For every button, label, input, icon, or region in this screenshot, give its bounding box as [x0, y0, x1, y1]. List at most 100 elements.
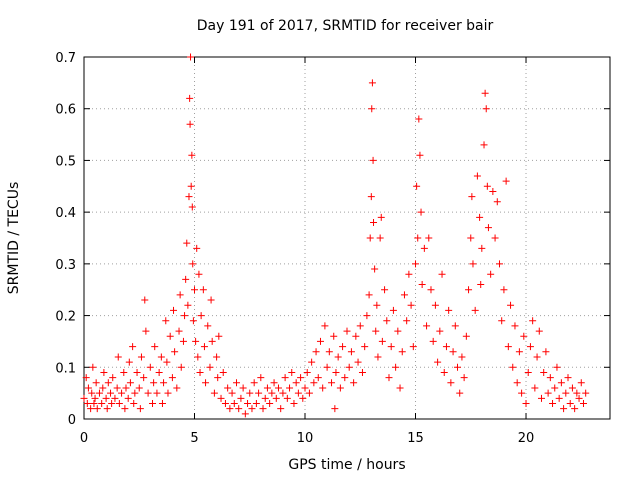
data-point [529, 317, 537, 325]
data-point [157, 353, 165, 361]
data-point [394, 327, 402, 335]
data-point [248, 405, 256, 413]
data-point [261, 394, 269, 402]
data-point [374, 353, 382, 361]
data-point [100, 368, 108, 376]
data-point [186, 120, 194, 128]
data-point [502, 177, 510, 185]
y-tick-label: 0.5 [55, 154, 76, 169]
data-point [405, 270, 413, 278]
data-point [487, 270, 495, 278]
data-point [93, 405, 101, 413]
y-tick-label: 0.4 [55, 206, 76, 221]
data-point [92, 379, 100, 387]
data-point [210, 389, 218, 397]
data-point [150, 379, 158, 387]
data-point [99, 384, 107, 392]
x-tick-label: 5 [190, 431, 198, 446]
data-point [230, 399, 238, 407]
data-point [88, 389, 96, 397]
data-point [377, 213, 385, 221]
data-point [244, 399, 252, 407]
data-point [481, 89, 489, 97]
data-points [80, 53, 590, 418]
data-point [456, 389, 464, 397]
data-point [186, 94, 194, 102]
data-point [573, 389, 581, 397]
data-point [208, 337, 216, 345]
data-point [108, 399, 116, 407]
data-point [224, 384, 232, 392]
data-point [162, 317, 170, 325]
axis-ticks: 0 5 10 15 20 0 0.1 0.2 0.3 0.4 0.5 0.6 0.7 [55, 51, 610, 446]
data-point [341, 374, 349, 382]
data-point [188, 203, 196, 211]
data-point [199, 286, 207, 294]
data-point [195, 270, 203, 278]
data-point [417, 208, 425, 216]
data-point [182, 275, 190, 283]
data-point [509, 363, 517, 371]
data-point [483, 182, 491, 190]
data-point [171, 348, 179, 356]
data-point [400, 291, 408, 299]
data-point [363, 312, 371, 320]
data-point [133, 368, 141, 376]
data-point [173, 384, 181, 392]
data-point [467, 234, 475, 242]
data-point [202, 379, 210, 387]
data-point [427, 286, 435, 294]
data-point [568, 384, 576, 392]
data-point [115, 399, 123, 407]
data-point [168, 374, 176, 382]
data-point [361, 343, 369, 351]
data-point [416, 151, 424, 159]
data-point [372, 327, 380, 335]
data-point [305, 389, 313, 397]
data-point [445, 306, 453, 314]
data-point [473, 172, 481, 180]
data-point [522, 399, 530, 407]
data-point [495, 260, 503, 268]
data-point [334, 353, 342, 361]
x-axis-label: GPS time / hours [288, 457, 406, 473]
data-point [537, 394, 545, 402]
data-point [189, 260, 197, 268]
data-point [352, 332, 360, 340]
data-point [378, 337, 386, 345]
data-point [413, 182, 421, 190]
plot-area-border [83, 56, 611, 420]
data-point [480, 141, 488, 149]
data-point [557, 379, 565, 387]
data-point [158, 399, 166, 407]
data-point [398, 348, 406, 356]
data-point [368, 79, 376, 87]
data-point [151, 343, 159, 351]
data-point [373, 301, 381, 309]
data-point [336, 384, 344, 392]
data-point [425, 234, 433, 242]
data-point [274, 384, 282, 392]
data-point [228, 389, 236, 397]
data-point [478, 244, 486, 252]
data-point [414, 234, 422, 242]
data-point [90, 399, 98, 407]
data-point [571, 405, 579, 413]
data-point [170, 306, 178, 314]
data-point [330, 332, 338, 340]
data-point [540, 368, 548, 376]
data-point [292, 379, 300, 387]
data-point [332, 368, 340, 376]
data-point [272, 394, 280, 402]
data-point [579, 399, 587, 407]
data-point [345, 363, 353, 371]
data-point [257, 374, 265, 382]
data-point [500, 286, 508, 294]
data-point [194, 353, 202, 361]
y-axis-label: SRMTID / TECUs [6, 181, 22, 295]
data-point [389, 306, 397, 314]
data-point [270, 379, 278, 387]
data-point [303, 368, 311, 376]
data-point [498, 317, 506, 325]
